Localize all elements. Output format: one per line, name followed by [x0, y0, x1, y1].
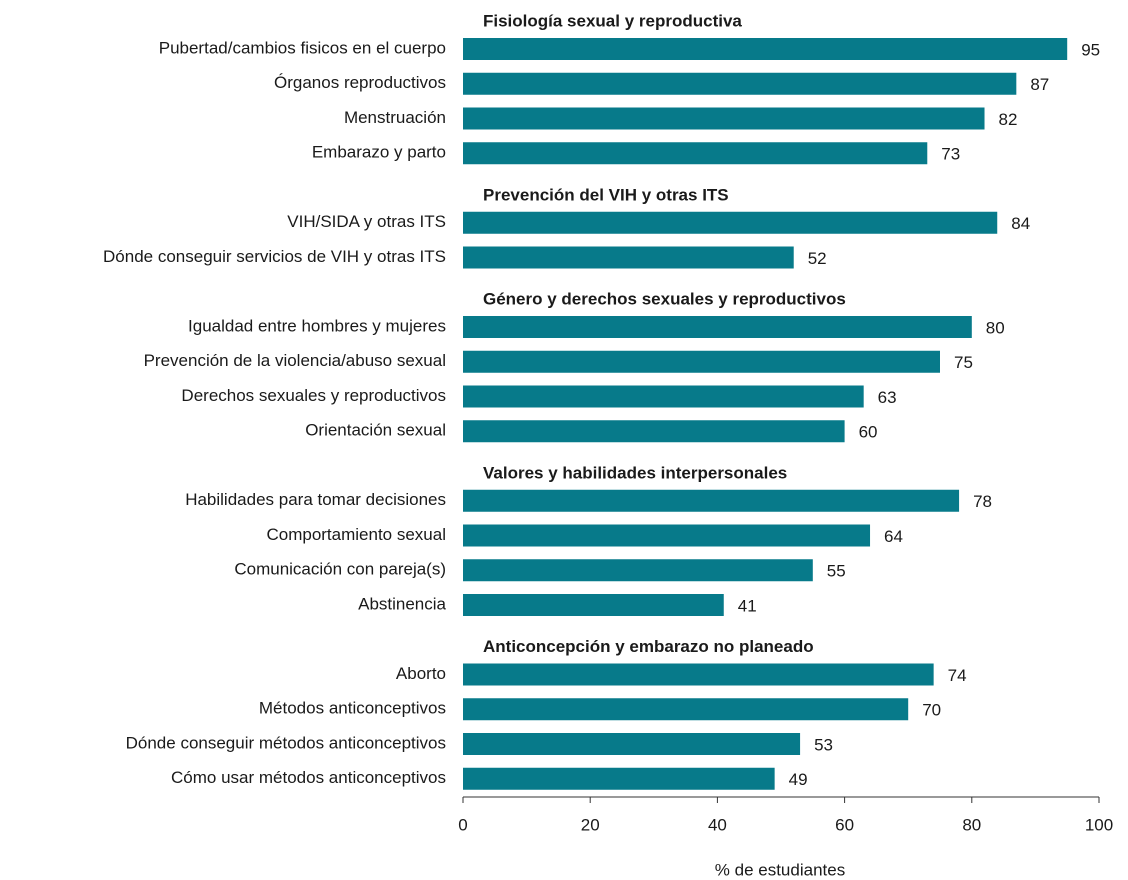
y-tick-label: Embarazo y parto — [312, 143, 446, 162]
bar — [463, 594, 724, 616]
group-heading: Valores y habilidades interpersonales — [483, 463, 787, 482]
y-tick-label: Comunicación con pareja(s) — [234, 560, 446, 579]
value-label: 74 — [948, 666, 967, 685]
bar — [463, 733, 801, 755]
x-tick-label: 100 — [1085, 815, 1113, 834]
x-tick-label: 60 — [835, 815, 854, 834]
value-label: 82 — [999, 110, 1018, 129]
y-tick-label: Orientación sexual — [305, 421, 446, 440]
y-tick-label: Cómo usar métodos anticonceptivos — [171, 768, 446, 787]
bar — [463, 72, 1017, 95]
y-tick-label: Igualdad entre hombres y mujeres — [188, 316, 446, 335]
value-label: 49 — [789, 770, 808, 789]
bar — [463, 559, 813, 582]
value-label: 70 — [922, 701, 941, 720]
x-tick-label: 20 — [581, 815, 600, 834]
y-tick-label: VIH/SIDA y otras ITS — [287, 212, 446, 231]
value-label: 63 — [878, 388, 897, 407]
y-tick-label: Dónde conseguir métodos anticonceptivos — [126, 733, 446, 752]
group-heading: Anticoncepción y embarazo no planeado — [483, 637, 814, 656]
value-label: 84 — [1011, 214, 1030, 233]
y-tick-label: Métodos anticonceptivos — [259, 699, 446, 718]
bar — [463, 142, 928, 165]
group-heading: Fisiología sexual y reproductiva — [483, 12, 742, 31]
y-tick-label: Prevención de la violencia/abuso sexual — [144, 351, 446, 370]
bar — [463, 524, 871, 547]
bar — [463, 698, 909, 721]
value-label: 64 — [884, 527, 903, 546]
bar — [463, 767, 775, 790]
value-label: 78 — [973, 492, 992, 511]
y-tick-label: Aborto — [396, 664, 446, 683]
x-tick-label: 80 — [962, 815, 981, 834]
x-tick-label: 0 — [458, 815, 467, 834]
y-tick-label: Pubertad/cambios fisicos en el cuerpo — [159, 38, 446, 57]
x-tick-label: 40 — [708, 815, 727, 834]
group-heading: Género y derechos sexuales y reproductiv… — [483, 290, 846, 309]
bar — [463, 385, 864, 408]
bar — [463, 350, 940, 373]
bar — [463, 489, 960, 512]
value-label: 52 — [808, 249, 827, 268]
y-tick-label: Dónde conseguir servicios de VIH y otras… — [103, 247, 446, 266]
group-heading: Prevención del VIH y otras ITS — [483, 185, 729, 204]
value-label: 80 — [986, 318, 1005, 337]
value-label: 75 — [954, 353, 973, 372]
x-axis-label: % de estudiantes — [715, 860, 845, 879]
y-tick-label: Abstinencia — [358, 594, 446, 613]
value-label: 95 — [1081, 40, 1100, 59]
bar — [463, 246, 794, 269]
y-tick-label: Comportamiento sexual — [266, 525, 446, 544]
value-label: 41 — [738, 596, 757, 615]
value-label: 87 — [1030, 75, 1049, 94]
y-tick-label: Habilidades para tomar decisiones — [185, 490, 446, 509]
value-label: 73 — [941, 145, 960, 164]
bar — [463, 663, 934, 686]
y-tick-label: Órganos reproductivos — [274, 73, 446, 92]
bar — [463, 211, 998, 234]
bar — [463, 420, 845, 443]
y-tick-label: Derechos sexuales y reproductivos — [181, 386, 446, 405]
bar — [463, 38, 1068, 60]
bar — [463, 316, 972, 338]
value-label: 55 — [827, 562, 846, 581]
bar — [463, 107, 985, 130]
value-label: 60 — [859, 423, 878, 442]
y-tick-label: Menstruación — [344, 108, 446, 127]
value-label: 53 — [814, 735, 833, 754]
